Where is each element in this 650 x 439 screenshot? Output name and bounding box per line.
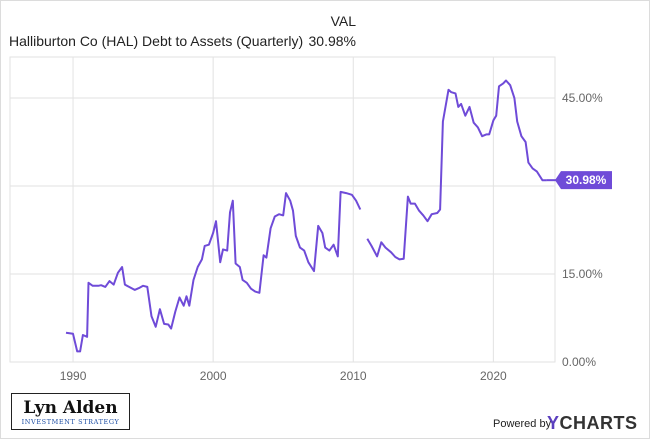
- y-tick-label: 0.00%: [562, 355, 596, 369]
- plot-border: [9, 56, 556, 363]
- logo-subtitle: INVESTMENT STRATEGY: [21, 418, 120, 426]
- header-column-label: VAL: [330, 13, 356, 29]
- lyn-alden-logo: Lyn Alden INVESTMENT STRATEGY: [11, 393, 130, 430]
- series-line-segment: [65, 190, 362, 353]
- series-line-segment: [366, 79, 547, 261]
- y-tick-label: 15.00%: [562, 267, 603, 281]
- powered-by-text: Powered by: [493, 418, 552, 430]
- x-tick-label: 2020: [480, 369, 507, 383]
- ycharts-y: Y: [547, 413, 560, 433]
- x-tick-label: 2010: [340, 369, 367, 383]
- series-current-value: 30.98%: [308, 33, 356, 49]
- x-tick-label: 1990: [60, 369, 87, 383]
- callout-value: 30.98%: [566, 173, 607, 187]
- grid-layer: [9, 56, 556, 363]
- ycharts-wordmark: CHARTS: [559, 413, 638, 433]
- y-tick-label: 45.00%: [562, 91, 603, 105]
- series-layer: [65, 79, 547, 353]
- series-title[interactable]: Halliburton Co (HAL) Debt to Assets (Qua…: [9, 33, 304, 49]
- last-value-callout: 30.98%: [546, 171, 612, 190]
- callout-badge: [555, 171, 612, 190]
- ycharts-logo[interactable]: YCHARTS: [547, 413, 638, 434]
- axis-layer: 0.00% 15.00% 45.00% 1990 2000 2010 2020: [60, 91, 603, 383]
- logo-name: Lyn Alden: [23, 398, 118, 418]
- x-tick-label: 2000: [200, 369, 227, 383]
